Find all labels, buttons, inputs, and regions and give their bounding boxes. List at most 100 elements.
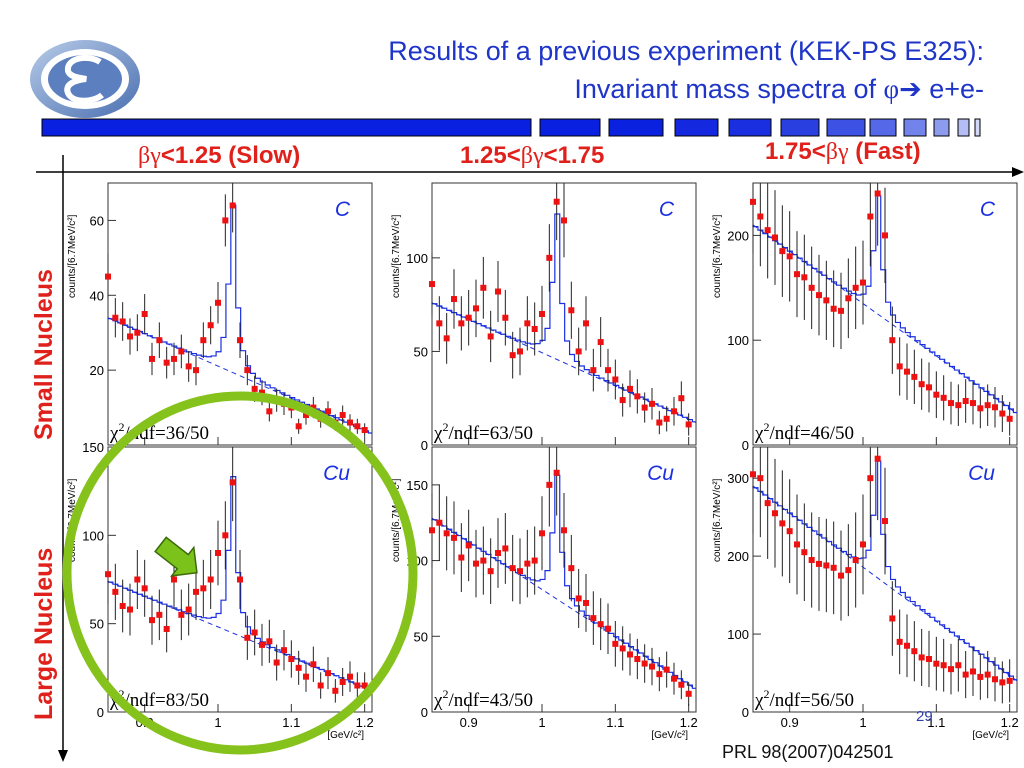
- data-point: [317, 682, 324, 689]
- y-tick-label: 20: [90, 363, 104, 378]
- data-point: [772, 510, 778, 517]
- data-point: [105, 273, 111, 280]
- data-point: [612, 640, 619, 647]
- data-point: [524, 560, 531, 567]
- selection-mid-prefix: 1.25<: [460, 142, 521, 169]
- target-label: Cu: [323, 462, 350, 485]
- y-tick-label: 50: [414, 629, 428, 644]
- reference-citation: PRL 98(2007)042501: [722, 742, 894, 762]
- data-point: [962, 397, 969, 404]
- y-axis-label: counts/[6.7MeV/c²]: [712, 214, 723, 298]
- data-point: [867, 213, 874, 220]
- data-point: [605, 367, 611, 374]
- data-point: [273, 659, 280, 666]
- spectrum-panel: 0 50 100 counts/[6.7MeV/c²] Cχ2/ndf=63/50: [391, 182, 697, 453]
- data-point: [163, 625, 170, 632]
- data-point: [325, 670, 331, 677]
- data-point: [451, 534, 457, 541]
- data-point: [889, 615, 896, 622]
- data-point: [605, 625, 611, 632]
- chi-square-exponent: 2: [763, 687, 769, 701]
- y-tick-label: 150: [82, 440, 104, 455]
- data-point: [663, 415, 670, 422]
- data-point: [303, 673, 309, 680]
- y-axis-label: counts/[6.7MeV/c²]: [391, 214, 402, 298]
- data-point: [317, 415, 324, 422]
- data-point: [207, 322, 214, 329]
- data-point: [786, 253, 793, 260]
- data-point: [487, 568, 494, 575]
- y-tick-label: 0: [97, 705, 104, 720]
- data-point: [112, 314, 119, 321]
- data-point: [845, 295, 852, 302]
- y-tick-label: 50: [90, 617, 104, 632]
- data-point: [156, 337, 163, 344]
- selection-slow-text: <1.25 (Slow): [160, 142, 301, 169]
- data-point: [992, 676, 998, 683]
- data-point: [112, 588, 119, 595]
- data-point: [178, 348, 185, 355]
- data-point: [656, 671, 663, 678]
- arrow-symbol: ➔: [899, 74, 922, 104]
- data-point: [685, 421, 692, 428]
- y-tick-label: 0: [421, 705, 428, 720]
- spectrum-panel: 0 50 100 150 0.9 1 1.1 1.2 counts/[6.7MeV/c²] [Ge…: [391, 446, 698, 741]
- data-point: [332, 419, 339, 426]
- data-point: [310, 661, 317, 668]
- data-point: [436, 519, 443, 526]
- data-point: [896, 363, 903, 370]
- data-point: [568, 307, 575, 314]
- data-point: [134, 329, 141, 336]
- data-point: [288, 656, 295, 662]
- chi2-label: χ2/ndf=43/50: [433, 687, 533, 711]
- data-point: [882, 232, 888, 239]
- data-point: [281, 400, 287, 407]
- data-point: [970, 400, 976, 407]
- y-tick-label: 50: [414, 344, 428, 359]
- data-point: [678, 681, 685, 688]
- data-point: [838, 307, 844, 314]
- data-point: [619, 397, 626, 404]
- data-point: [517, 348, 523, 355]
- data-point: [918, 654, 925, 661]
- data-point: [904, 368, 910, 375]
- data-point: [495, 288, 501, 295]
- data-point: [244, 367, 251, 374]
- data-point: [845, 567, 852, 574]
- chi-symbol: χ: [754, 690, 764, 711]
- data-point: [597, 339, 604, 346]
- title-prefix: Invariant mass spectra of: [574, 74, 884, 104]
- data-point: [436, 320, 443, 327]
- data-point: [354, 682, 361, 689]
- data-point: [757, 213, 764, 220]
- data-point: [325, 408, 331, 415]
- y-tick-label: 0: [742, 438, 749, 453]
- x-tick-label: 1.2: [1001, 715, 1019, 730]
- data-point: [509, 565, 516, 572]
- chi-square-exponent: 2: [763, 420, 769, 434]
- chi-square-exponent: 2: [442, 687, 448, 701]
- data-point: [794, 541, 800, 548]
- data-point: [801, 549, 808, 556]
- data-point: [583, 599, 589, 606]
- data-point: [178, 611, 185, 618]
- data-point: [539, 530, 545, 537]
- data-point: [852, 284, 859, 291]
- data-point: [347, 419, 353, 426]
- data-point: [977, 405, 984, 412]
- target-label: Cu: [647, 462, 674, 485]
- chi2-label: χ2/ndf=83/50: [109, 687, 209, 711]
- y-axis-label: counts/[6.7MeV/c²]: [67, 214, 78, 298]
- data-point: [933, 391, 940, 398]
- spectrum-panel: 0 100 200 300 0.9 1 1.1 1.2 counts/[6.7MeV/c²] [G…: [712, 446, 1019, 741]
- data-point: [259, 389, 265, 396]
- data-point: [874, 190, 881, 197]
- data-point: [933, 660, 940, 667]
- data-point: [266, 408, 273, 415]
- data-point: [999, 410, 1006, 417]
- y-tick-label: 150: [406, 478, 428, 493]
- data-point: [977, 673, 984, 680]
- y-tick-label: 100: [727, 627, 749, 642]
- kek-logo-icon: [30, 40, 140, 118]
- data-point: [332, 687, 339, 694]
